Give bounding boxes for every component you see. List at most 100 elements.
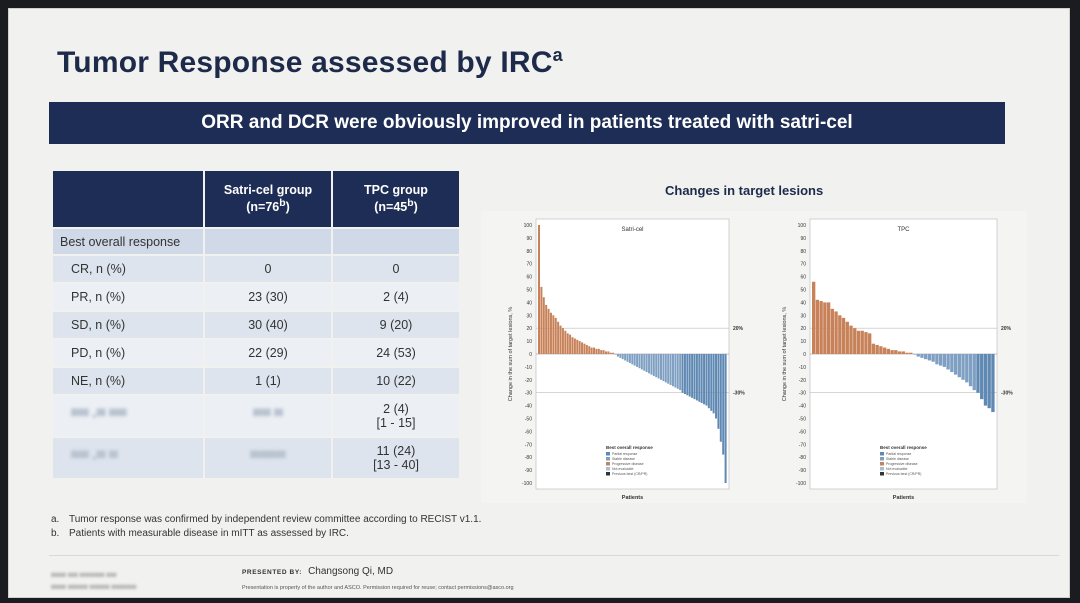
reference-line-label: 20% [1001, 326, 1012, 332]
waterfall-bar [815, 299, 820, 354]
waterfall-bar [927, 354, 932, 361]
footer-divider [49, 555, 1059, 556]
legend-entry: Not evaluable [886, 467, 907, 471]
waterfall-bar [983, 354, 988, 406]
waterfall-bar [578, 341, 581, 354]
y-axis-label: Change in the sum of target lesions, % [782, 307, 788, 402]
waterfall-bar [569, 334, 572, 354]
waterfall-bar [585, 344, 588, 354]
y-tick-label: -70 [525, 442, 532, 448]
x-axis-label: Patients [893, 495, 914, 501]
waterfall-bar [614, 354, 617, 355]
waterfall-bar [679, 354, 682, 391]
y-tick-label: -80 [799, 455, 806, 461]
waterfall-bar [864, 332, 868, 354]
y-tick-label: 100 [798, 223, 807, 229]
chart-title: Satri-cel [621, 227, 643, 233]
waterfall-bar [698, 354, 701, 402]
waterfall-bar [657, 354, 660, 379]
y-tick-label: -40 [799, 404, 806, 410]
waterfall-bar [557, 321, 560, 354]
waterfall-bar [953, 354, 958, 375]
footnote-a: a. Tumor response was confirmed by indepe… [51, 514, 482, 525]
waterfall-bar [616, 354, 619, 357]
legend-entry: Progressive disease [886, 462, 918, 466]
waterfall-bar [669, 354, 672, 385]
waterfall-bar [705, 354, 708, 406]
copyright-disclaimer: Presentation is property of the author a… [242, 585, 514, 591]
y-tick-label: 20 [800, 326, 806, 332]
waterfall-bar [619, 354, 622, 358]
waterfall-bar [676, 354, 679, 389]
waterfall-bar [946, 354, 950, 370]
legend-entry: Not evaluable [612, 467, 633, 471]
waterfall-bar [707, 354, 710, 409]
legend-swatch [880, 467, 884, 471]
waterfall-bar [834, 311, 838, 354]
y-tick-label: 20 [526, 326, 532, 332]
waterfall-bar [710, 354, 713, 411]
waterfall-bar [920, 354, 924, 358]
waterfall-bar [542, 297, 545, 354]
table-corner-cell [53, 171, 203, 227]
y-tick-label: 90 [800, 236, 806, 242]
waterfall-bar [879, 346, 883, 354]
slide-title: Tumor Response assessed by IRCa [57, 45, 563, 79]
waterfall-bar [545, 304, 548, 354]
y-tick-label: 10 [800, 339, 806, 345]
obscured-footer-logo: ▀▀▀ ▀▀ ▀▀▀▀▀ ▀▀ ▀▀▀ ▀▀▀▀ ▀▀▀▀ ▀▀▀▀▀ [51, 574, 137, 593]
waterfall-bar [631, 354, 634, 365]
response-table: Satri-cel group (n=76b) TPC group (n=45b) … [51, 169, 461, 480]
waterfall-bar [935, 354, 939, 365]
y-tick-label: 60 [800, 275, 806, 281]
waterfall-bar [693, 354, 696, 400]
waterfall-bar [909, 352, 913, 354]
waterfall-bar [871, 343, 876, 354]
table-row: NE, n (%) 1 (1) 10 (22) [53, 368, 459, 394]
y-tick-label: 90 [526, 236, 532, 242]
waterfall-bar [593, 347, 596, 354]
waterfall-bar [841, 317, 846, 354]
waterfall-bar [633, 354, 636, 366]
waterfall-bar [638, 354, 641, 369]
waterfall-bar [905, 352, 909, 354]
waterfall-bar [901, 351, 905, 354]
waterfall-bar [886, 348, 891, 354]
waterfall-bar [595, 348, 598, 354]
y-tick-label: 100 [524, 223, 533, 229]
footnotes: a. Tumor response was confirmed by indepe… [51, 513, 481, 541]
waterfall-bar [823, 302, 827, 354]
waterfall-bar [674, 354, 677, 388]
waterfall-bar [683, 354, 686, 394]
waterfall-bar [965, 354, 969, 383]
presenter-credit: PRESENTED BY: Changsong Qi, MD [242, 566, 394, 577]
y-tick-label: -90 [525, 468, 532, 474]
waterfall-bar [564, 330, 567, 354]
key-message-banner: ORR and DCR were obviously improved in p… [49, 102, 1005, 144]
orr-tpc-value: 2 (4) [1 - 15] [333, 396, 459, 436]
waterfall-chart-satri-cel: Satri-cel Change in the sum of target les… [481, 211, 759, 503]
orr-row: ▀▀ ▪▀ ▀▀ ▀▀ ▀ 2 (4) [1 - 15] [53, 396, 459, 436]
waterfall-bar [688, 354, 691, 397]
waterfall-bar [573, 338, 576, 354]
waterfall-bar [972, 354, 976, 391]
y-tick-label: 50 [800, 288, 806, 294]
waterfall-bar [715, 354, 718, 419]
waterfall-bar [655, 354, 658, 378]
y-tick-label: -100 [796, 481, 806, 487]
legend-swatch [880, 462, 884, 466]
waterfall-bar [628, 354, 631, 364]
waterfall-bar [875, 344, 879, 354]
y-tick-label: -10 [525, 365, 532, 371]
waterfall-chart-tpc: TPC Change in the sum of target lesions, … [755, 211, 1027, 503]
y-tick-label: -60 [525, 429, 532, 435]
y-tick-label: -100 [522, 481, 532, 487]
y-tick-label: -50 [799, 417, 806, 423]
waterfall-bar [938, 354, 943, 366]
waterfall-bar [849, 325, 853, 354]
y-tick-label: -20 [525, 378, 532, 384]
waterfall-bar [897, 351, 902, 354]
legend-title: Best overall response [606, 445, 653, 450]
waterfall-bar [540, 286, 543, 354]
legend-entry: Progressive disease [612, 462, 644, 466]
